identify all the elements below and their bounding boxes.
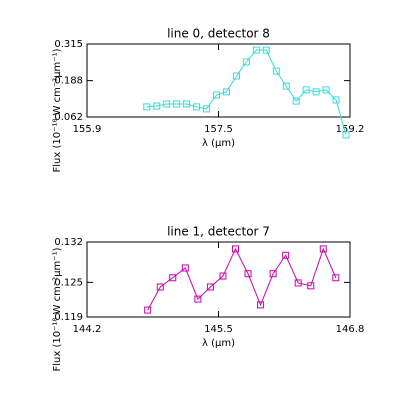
data-point <box>294 279 302 287</box>
data-point <box>262 46 270 54</box>
data-point <box>232 72 240 80</box>
data-point <box>272 67 280 75</box>
x-tick-label: 144.2 <box>73 324 102 335</box>
subplot: line 1, detector 7 λ (µm) Flux (10⁻¹⁸ W cm… <box>52 225 364 372</box>
plot-frame <box>86 43 351 118</box>
data-point <box>244 270 252 278</box>
x-tick-label: 157.5 <box>204 124 233 135</box>
data-point <box>219 272 227 280</box>
data-point <box>307 282 315 290</box>
y-axis-label: Flux (10⁻¹⁸ W cm⁻²µm⁻¹) <box>52 48 63 172</box>
data-point <box>206 283 214 291</box>
x-tick-label: 155.9 <box>73 124 102 135</box>
subplot: line 0, detector 8 λ (µm) Flux (10⁻¹⁸ W cm… <box>52 27 364 173</box>
data-point <box>213 91 221 99</box>
y-tick-label: 0.315 <box>54 39 83 50</box>
data-point <box>222 88 230 96</box>
data-point <box>231 245 239 253</box>
data-point <box>156 283 164 291</box>
data-point <box>282 251 290 259</box>
y-tick-label: 0.188 <box>54 76 83 87</box>
data-point <box>269 270 277 278</box>
data-point <box>194 295 202 303</box>
data-point <box>153 102 161 110</box>
data-point <box>242 58 250 66</box>
data-line <box>147 247 337 311</box>
y-tick-label: 0.062 <box>54 112 83 123</box>
data-point <box>252 46 260 54</box>
data-point <box>203 105 211 113</box>
data-point <box>322 86 330 94</box>
data-point <box>342 131 350 139</box>
data-point <box>302 86 310 94</box>
chart-title: line 0, detector 8 <box>167 27 270 41</box>
data-point <box>181 264 189 272</box>
data-point <box>282 82 290 90</box>
y-tick-label: 0.119 <box>54 312 83 323</box>
data-point <box>257 301 265 309</box>
data-point <box>332 274 340 282</box>
data-point <box>319 245 327 253</box>
data-point <box>292 97 300 105</box>
y-tick-label: 0.132 <box>54 237 83 248</box>
y-tick-label: 0.125 <box>54 277 83 288</box>
x-tick-label: 145.5 <box>204 324 233 335</box>
data-point <box>144 306 152 314</box>
chart-title: line 1, detector 7 <box>167 225 270 239</box>
x-tick-label: 146.8 <box>336 324 365 335</box>
data-point <box>169 274 177 282</box>
data-line <box>146 49 347 136</box>
x-axis-label: λ (µm) <box>202 338 235 349</box>
x-axis-label: λ (µm) <box>202 138 235 149</box>
data-point <box>312 88 320 96</box>
data-point <box>163 100 171 108</box>
y-axis-label: Flux (10⁻¹⁸ W cm⁻²µm⁻¹) <box>52 247 63 371</box>
data-point <box>173 100 181 108</box>
data-point <box>183 100 191 108</box>
data-point <box>332 96 340 104</box>
data-point <box>143 103 151 111</box>
x-tick-label: 159.2 <box>336 124 365 135</box>
data-point <box>193 103 201 111</box>
